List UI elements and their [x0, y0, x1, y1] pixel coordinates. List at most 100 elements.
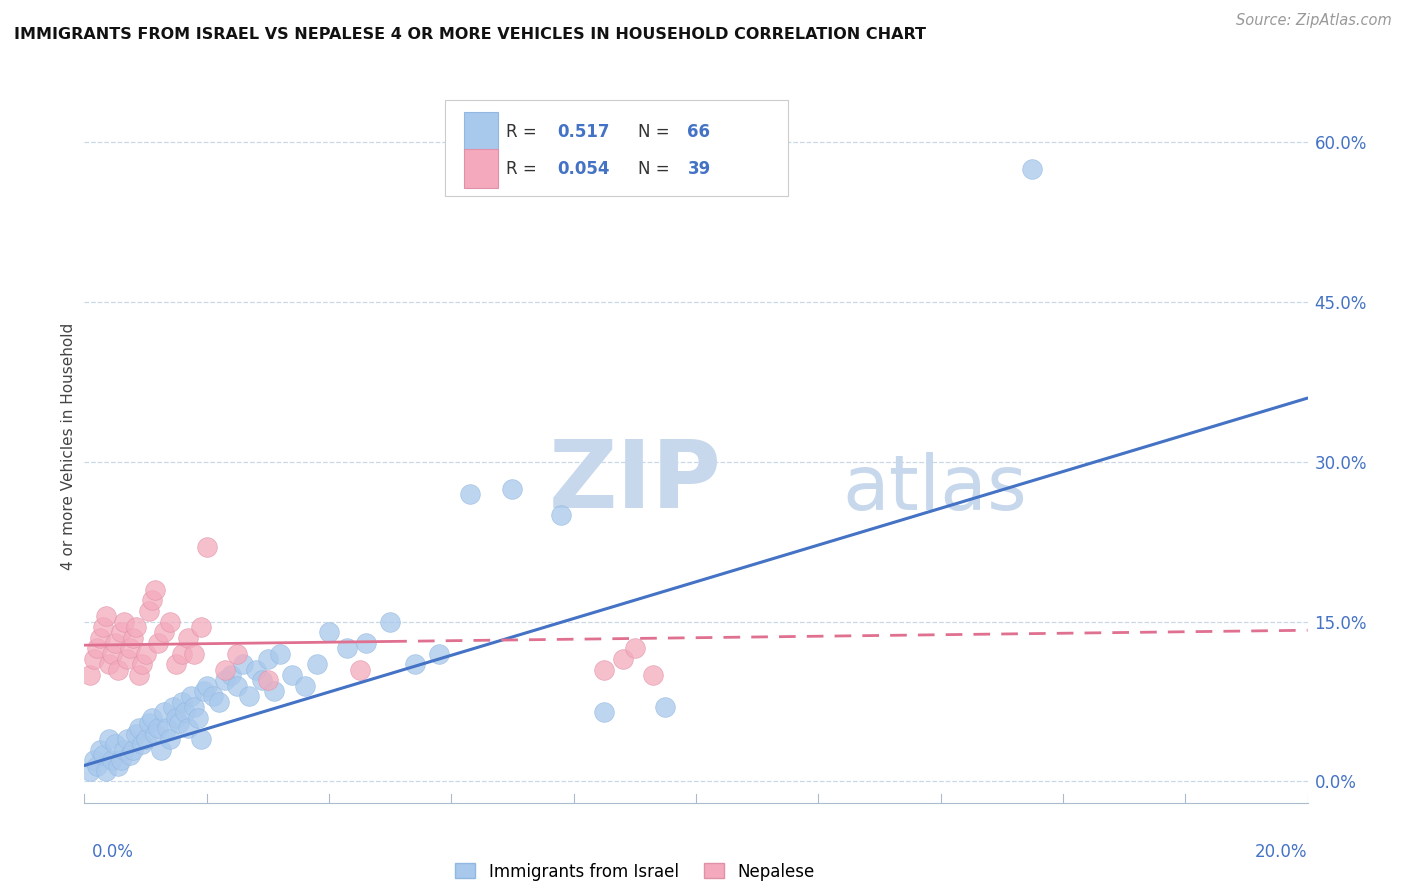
Point	[138, 715, 160, 730]
Point	[250, 673, 273, 688]
Text: N =: N =	[638, 123, 675, 141]
Text: ZIP: ZIP	[550, 435, 723, 528]
Legend: Immigrants from Israel, Nepalese: Immigrants from Israel, Nepalese	[449, 856, 821, 888]
Point	[83, 652, 105, 666]
Point	[104, 636, 127, 650]
Point	[263, 684, 285, 698]
Text: 0.054: 0.054	[558, 160, 610, 178]
Point	[120, 641, 142, 656]
Text: Source: ZipAtlas.com: Source: ZipAtlas.com	[1236, 13, 1392, 29]
Point	[110, 625, 132, 640]
Point	[238, 690, 260, 704]
Point	[159, 731, 181, 746]
Point	[214, 673, 236, 688]
Point	[135, 647, 157, 661]
Text: 39: 39	[688, 160, 710, 178]
Point	[177, 631, 200, 645]
Text: IMMIGRANTS FROM ISRAEL VS NEPALESE 4 OR MORE VEHICLES IN HOUSEHOLD CORRELATION C: IMMIGRANTS FROM ISRAEL VS NEPALESE 4 OR …	[14, 27, 927, 42]
Point	[115, 731, 138, 746]
Point	[86, 641, 108, 656]
Text: 0.0%: 0.0%	[91, 843, 134, 861]
Point	[380, 615, 402, 629]
Point	[190, 731, 212, 746]
Point	[593, 706, 616, 720]
Point	[257, 673, 280, 688]
Point	[183, 647, 205, 661]
FancyBboxPatch shape	[446, 100, 787, 196]
Point	[104, 737, 127, 751]
Point	[226, 679, 249, 693]
Point	[135, 731, 157, 746]
Point	[336, 641, 359, 656]
Point	[131, 737, 153, 751]
Point	[404, 657, 426, 672]
Point	[427, 647, 450, 661]
Point	[593, 663, 616, 677]
Point	[232, 657, 254, 672]
Point	[193, 684, 215, 698]
Point	[122, 631, 145, 645]
Point	[91, 620, 114, 634]
Point	[624, 641, 647, 656]
Point	[107, 663, 129, 677]
Point	[1021, 162, 1043, 177]
Point	[153, 706, 176, 720]
Point	[107, 758, 129, 772]
Text: 66: 66	[688, 123, 710, 141]
Point	[269, 647, 291, 661]
Point	[128, 668, 150, 682]
Point	[89, 742, 111, 756]
Point	[110, 753, 132, 767]
Text: 0.517: 0.517	[558, 123, 610, 141]
Point	[159, 615, 181, 629]
Point	[214, 663, 236, 677]
Point	[654, 700, 676, 714]
Point	[226, 647, 249, 661]
Point	[208, 695, 231, 709]
Point	[318, 625, 340, 640]
Point	[458, 487, 481, 501]
Point	[183, 700, 205, 714]
Point	[128, 721, 150, 735]
Point	[186, 710, 208, 724]
Point	[550, 508, 572, 523]
Point	[83, 753, 105, 767]
Point	[165, 657, 187, 672]
Point	[219, 668, 242, 682]
Point	[115, 652, 138, 666]
Point	[146, 721, 169, 735]
Point	[201, 690, 224, 704]
Point	[153, 625, 176, 640]
Point	[97, 731, 120, 746]
Point	[146, 636, 169, 650]
Point	[195, 679, 218, 693]
Point	[79, 668, 101, 682]
FancyBboxPatch shape	[464, 112, 498, 151]
Text: N =: N =	[638, 160, 675, 178]
Text: atlas: atlas	[842, 452, 1028, 525]
Point	[354, 636, 377, 650]
Point	[101, 753, 124, 767]
Point	[257, 652, 280, 666]
Point	[172, 695, 194, 709]
Point	[94, 764, 117, 778]
Point	[143, 726, 166, 740]
Point	[245, 663, 267, 677]
Text: R =: R =	[506, 123, 543, 141]
Point	[141, 593, 163, 607]
Point	[138, 604, 160, 618]
Point	[190, 620, 212, 634]
Point	[174, 706, 197, 720]
Point	[305, 657, 328, 672]
Point	[125, 726, 148, 740]
Point	[349, 663, 371, 677]
Point	[281, 668, 304, 682]
Point	[502, 482, 524, 496]
Point	[195, 540, 218, 554]
Point	[112, 742, 135, 756]
Point	[143, 582, 166, 597]
Point	[162, 700, 184, 714]
Point	[97, 657, 120, 672]
FancyBboxPatch shape	[464, 149, 498, 188]
Point	[167, 715, 190, 730]
